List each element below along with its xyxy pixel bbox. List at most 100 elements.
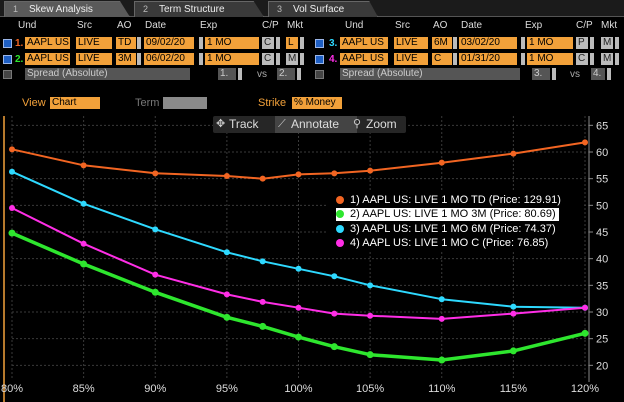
leg-3-cp-spinner[interactable] xyxy=(589,37,594,49)
leg-4-cp-field[interactable]: C xyxy=(576,53,588,65)
x-tick-label: 90% xyxy=(144,383,166,395)
leg-4-exp-spinner[interactable] xyxy=(520,53,525,65)
leg-4-ao-spinner[interactable] xyxy=(452,53,457,65)
track-button[interactable]: ✥ Track xyxy=(213,116,273,133)
leg-1-mkt-field[interactable]: L xyxy=(286,37,298,49)
legend-item-3[interactable]: 3) AAPL US: LIVE 1 MO 6M (Price: 74.37) xyxy=(336,223,556,236)
spread-left-type-field[interactable]: Spread (Absolute) xyxy=(25,68,190,80)
leg-2-src-field[interactable]: LIVE xyxy=(76,53,112,65)
spread-right-a-field[interactable]: 3. xyxy=(532,68,550,80)
leg-2-exp-field[interactable]: 1 MO xyxy=(205,53,259,65)
leg-2-mkt-field[interactable]: M xyxy=(286,53,298,65)
legend-dot-cyan xyxy=(336,225,344,233)
annotate-label: Annotate xyxy=(291,117,340,131)
spread-left-b-field[interactable]: 2. xyxy=(277,68,295,80)
leg-1-und-field[interactable]: AAPL US xyxy=(25,37,70,49)
leg-3-und-field[interactable]: AAPL US xyxy=(340,37,388,49)
x-tick-label: 110% xyxy=(428,383,456,395)
leg-1-date-field[interactable]: 09/02/20 xyxy=(144,37,194,49)
tab-skew-analysis[interactable]: 1 Skew Analysis xyxy=(4,1,130,17)
spread-left-a-field[interactable]: 1. xyxy=(218,68,236,80)
leg-row-1: 1. AAPL US LIVE TD 09/02/20 1 MO C L xyxy=(0,37,312,50)
tab-vol-surface[interactable]: 3 Vol Surface xyxy=(268,1,378,17)
leg-3-cp-field[interactable]: P xyxy=(576,37,588,49)
series-1-point xyxy=(152,170,159,177)
leg-4-cp-spinner[interactable] xyxy=(589,53,594,65)
leg-4-mkt-spinner[interactable] xyxy=(614,53,619,65)
tab-number: 1 xyxy=(13,4,19,14)
leg-2-und-field[interactable]: AAPL US xyxy=(25,53,70,65)
spread-right-b-field[interactable]: 4. xyxy=(591,68,605,80)
x-tick-label: 80% xyxy=(1,383,23,395)
series-4-point xyxy=(331,310,338,317)
view-select[interactable]: Chart xyxy=(50,97,100,109)
skew-chart[interactable]: 20 25 30 35 40 45 50 55 60 65 80% 85% 90% 95% 100% 105%… xyxy=(0,112,624,402)
leg-4-ao-field[interactable]: C xyxy=(432,53,452,65)
chart-toolbar: ✥ Track ⟋ Annotate ⚲ Zoom xyxy=(213,116,406,133)
header-mkt: Mkt xyxy=(287,20,304,31)
leg-2-cp-field[interactable]: C xyxy=(262,53,274,65)
tab-label: Vol Surface xyxy=(293,4,345,15)
leg-4-exp-field[interactable]: 1 MO xyxy=(527,53,573,65)
leg-1-src-field[interactable]: LIVE xyxy=(76,37,112,49)
leg-2-ao-spinner[interactable] xyxy=(136,53,141,65)
leg-1-ao-spinner[interactable] xyxy=(136,37,141,49)
chart-legend: 1) AAPL US: LIVE 1 MO TD (Price: 129.91)… xyxy=(328,191,582,252)
strike-select[interactable]: % Money xyxy=(292,97,342,109)
spread-left-checkbox[interactable] xyxy=(3,70,12,79)
series-2-point xyxy=(581,329,589,337)
leg-3-date-field[interactable]: 03/02/20 xyxy=(459,37,517,49)
leg-2-exp-spinner[interactable] xyxy=(198,53,203,65)
series-4-point xyxy=(510,310,517,317)
x-tick-label: 120% xyxy=(571,383,599,395)
zoom-button[interactable]: ⚲ Zoom xyxy=(350,116,406,133)
leg-1-cp-spinner[interactable] xyxy=(275,37,280,49)
leg-1-ao-field[interactable]: TD xyxy=(116,37,136,49)
spread-right-checkbox[interactable] xyxy=(315,70,324,79)
leg-1-cp-field[interactable]: C xyxy=(262,37,274,49)
leg-2-mkt-spinner[interactable] xyxy=(299,53,304,65)
series-1-point xyxy=(510,150,517,157)
leg-3-checkbox[interactable] xyxy=(315,39,324,48)
leg-3-ao-field[interactable]: 6M xyxy=(432,37,452,49)
leg-2-ao-field[interactable]: 3M xyxy=(116,53,136,65)
leg-4-date-field[interactable]: 01/31/20 xyxy=(459,53,517,65)
spread-left-a-spinner[interactable] xyxy=(237,68,242,80)
leg-3-exp-spinner[interactable] xyxy=(520,37,525,49)
leg-3-exp-field[interactable]: 1 MO xyxy=(527,37,573,49)
leg-4-mkt-field[interactable]: M xyxy=(601,53,613,65)
spread-right-b-spinner[interactable] xyxy=(606,68,611,80)
leg-2-date-field[interactable]: 06/02/20 xyxy=(144,53,194,65)
leg-1-exp-field[interactable]: 1 MO xyxy=(205,37,259,49)
leg-3-ao-spinner[interactable] xyxy=(452,37,457,49)
spread-right-a-spinner[interactable] xyxy=(551,68,556,80)
header-date: Date xyxy=(461,20,483,31)
leg-3-mkt-field[interactable]: M xyxy=(601,37,613,49)
series-2-point xyxy=(151,288,159,296)
leg-4-src-field[interactable]: LIVE xyxy=(394,53,428,65)
legend-item-2[interactable]: 2) AAPL US: LIVE 1 MO 3M (Price: 80.69) xyxy=(336,208,559,221)
leg-3-src-field[interactable]: LIVE xyxy=(394,37,428,49)
term-select[interactable] xyxy=(163,97,207,109)
header-ao: AO xyxy=(117,20,132,31)
spread-left-b-spinner[interactable] xyxy=(296,68,301,80)
crosshair-icon: ✥ xyxy=(216,118,226,130)
tab-term-structure[interactable]: 2 Term Structure xyxy=(134,1,264,17)
header-exp: Exp xyxy=(200,20,218,31)
series-3-point xyxy=(367,282,374,289)
chart-axes: 20 25 30 35 40 45 50 55 60 65 80% 85% 90% 95% 100% 105%… xyxy=(1,116,608,402)
spread-right-type-field[interactable]: Spread (Absolute) xyxy=(340,68,520,80)
legend-item-4[interactable]: 4) AAPL US: LIVE 1 MO C (Price: 76.85) xyxy=(336,237,548,250)
leg-1-mkt-spinner[interactable] xyxy=(299,37,304,49)
series-4-point xyxy=(152,271,159,278)
leg-1-exp-spinner[interactable] xyxy=(198,37,203,49)
legend-item-1[interactable]: 1) AAPL US: LIVE 1 MO TD (Price: 129.91) xyxy=(336,194,561,207)
leg-1-checkbox[interactable] xyxy=(3,39,12,48)
leg-2-checkbox[interactable] xyxy=(3,55,12,64)
leg-3-mkt-spinner[interactable] xyxy=(614,37,619,49)
leg-4-und-field[interactable]: AAPL US xyxy=(340,53,388,65)
leg-2-cp-spinner[interactable] xyxy=(275,53,280,65)
leg-4-checkbox[interactable] xyxy=(315,55,324,64)
annotate-button[interactable]: ⟋ Annotate xyxy=(275,116,357,133)
magnifier-icon: ⚲ xyxy=(353,118,362,130)
